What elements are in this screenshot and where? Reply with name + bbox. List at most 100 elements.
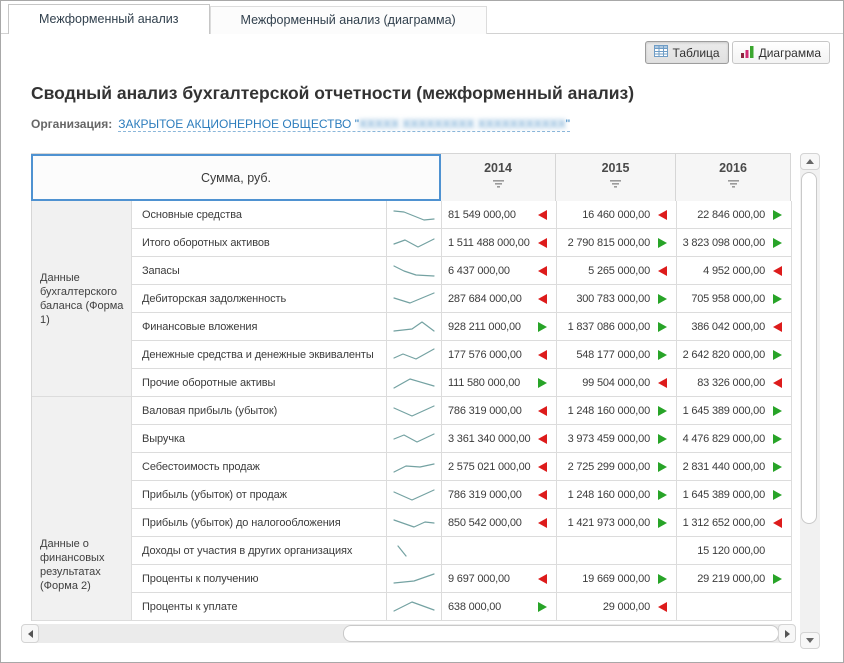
metric-label: Прибыль (убыток) до налогообложения — [132, 509, 387, 537]
column-header-2015[interactable]: 2015 — [556, 154, 676, 201]
metric-label: Итого оборотных активов — [132, 229, 387, 257]
arrow-left-icon — [27, 629, 33, 638]
trend-up-icon — [658, 237, 667, 248]
table-view-label: Таблица — [672, 45, 720, 60]
trend-down-icon — [538, 489, 547, 500]
trend-down-icon — [538, 237, 547, 248]
filter-icon[interactable] — [727, 179, 740, 188]
value-cell-2015: 29 000,00 — [557, 593, 677, 621]
value-text: 2 831 440 000,00 — [682, 460, 766, 473]
sparkline — [387, 481, 442, 509]
value-text: 1 645 389 000,00 — [682, 488, 766, 501]
horizontal-scrollbar[interactable] — [21, 624, 796, 643]
table-icon — [653, 45, 668, 60]
value-cell-2014: 6 437 000,00 — [442, 257, 557, 285]
value-cell-2016: 15 120 000,00 — [677, 537, 792, 565]
chart-view-button[interactable]: Диаграмма — [731, 41, 830, 64]
trend-down-icon — [773, 265, 782, 276]
value-text: 3 973 459 000,00 — [567, 432, 651, 445]
sum-rub-header-cell[interactable]: Сумма, руб. — [31, 154, 441, 201]
trend-up-icon — [773, 349, 782, 360]
vertical-scrollbar[interactable] — [800, 153, 820, 649]
value-cell-2014: 638 000,00 — [442, 593, 557, 621]
column-header-2016[interactable]: 2016 — [676, 154, 791, 201]
value-text: 1 248 160 000,00 — [567, 488, 651, 501]
organization-name-close-quote: " — [565, 117, 571, 131]
trend-down-icon — [538, 265, 547, 276]
arrow-up-icon — [806, 159, 814, 164]
table-view-button[interactable]: Таблица — [644, 41, 729, 64]
trend-down-icon — [538, 349, 547, 360]
row-group-cell: Данные о финансовых результатах (Форма 2… — [32, 397, 132, 621]
value-cell-2015: 2 725 299 000,00 — [557, 453, 677, 481]
trend-down-icon — [658, 377, 667, 388]
value-cell-2016: 4 952 000,00 — [677, 257, 792, 285]
scroll-left-button[interactable] — [21, 624, 39, 643]
trend-up-icon — [658, 293, 667, 304]
metric-label: Проценты к получению — [132, 565, 387, 593]
value-text: 6 437 000,00 — [448, 264, 510, 277]
value-text: 2 642 820 000,00 — [682, 348, 766, 361]
value-cell-2015: 1 421 973 000,00 — [557, 509, 677, 537]
scroll-up-button[interactable] — [800, 153, 820, 170]
metric-label: Прибыль (убыток) от продаж — [132, 481, 387, 509]
trend-down-icon — [538, 405, 547, 416]
view-toggle-group: Таблица Диаграмма — [644, 41, 830, 64]
scroll-down-button[interactable] — [800, 632, 820, 649]
value-text: 2 790 815 000,00 — [567, 236, 651, 249]
sparkline — [387, 229, 442, 257]
value-cell-2016: 22 846 000,00 — [677, 201, 792, 229]
filter-icon[interactable] — [609, 179, 622, 188]
data-grid: Данные бухгалтерского баланса (Форма 1) О… — [31, 201, 792, 621]
value-text: 1 312 652 000,00 — [682, 516, 766, 529]
scroll-right-button[interactable] — [778, 624, 796, 643]
value-cell-2014: 786 319 000,00 — [442, 481, 557, 509]
row-group-cell: Данные бухгалтерского баланса (Форма 1) — [32, 201, 132, 397]
filter-icon[interactable] — [492, 179, 505, 188]
column-header-2014[interactable]: 2014 — [441, 154, 556, 201]
value-text: 928 211 000,00 — [448, 320, 521, 333]
value-text: 111 580 000,00 — [448, 376, 521, 389]
value-text: 1 837 086 000,00 — [567, 320, 651, 333]
value-text: 177 576 000,00 — [448, 348, 522, 361]
value-cell-2015: 99 504 000,00 — [557, 369, 677, 397]
sparkline — [387, 341, 442, 369]
value-cell-2016: 705 958 000,00 — [677, 285, 792, 313]
trend-down-icon — [773, 377, 782, 388]
trend-up-icon — [658, 349, 667, 360]
page-title: Сводный анализ бухгалтерской отчетности … — [31, 83, 635, 103]
value-text: 29 219 000,00 — [697, 572, 765, 585]
value-cell-2016: 1 645 389 000,00 — [677, 481, 792, 509]
value-text: 786 319 000,00 — [448, 488, 522, 501]
value-cell-2014 — [442, 537, 557, 565]
value-cell-2014: 81 549 000,00 — [442, 201, 557, 229]
year-label: 2015 — [601, 161, 630, 175]
trend-down-icon — [538, 461, 547, 472]
value-text: 1 645 389 000,00 — [682, 404, 766, 417]
arrow-right-icon — [784, 629, 790, 638]
trend-down-icon — [658, 209, 667, 220]
value-cell-2015: 16 460 000,00 — [557, 201, 677, 229]
metric-label: Проценты к уплате — [132, 593, 387, 621]
trend-up-icon — [773, 433, 782, 444]
organization-link[interactable]: ЗАКРЫТОЕ АКЦИОНЕРНОЕ ОБЩЕСТВО "XXXXX XXX… — [118, 117, 571, 132]
value-cell-2015: 5 265 000,00 — [557, 257, 677, 285]
sparkline — [387, 537, 442, 565]
value-text: 1 511 488 000,00 — [448, 236, 530, 249]
value-cell-2015: 19 669 000,00 — [557, 565, 677, 593]
tab-interform-analysis-chart[interactable]: Межформенный анализ (диаграмма) — [209, 6, 487, 34]
horizontal-scrollbar-thumb[interactable] — [343, 625, 779, 642]
sparkline — [387, 397, 442, 425]
value-text: 2 725 299 000,00 — [567, 460, 651, 473]
value-text: 705 958 000,00 — [691, 292, 765, 305]
organization-label: Организация: — [31, 117, 113, 131]
metric-label: Запасы — [132, 257, 387, 285]
value-text: 16 460 000,00 — [582, 208, 650, 221]
value-cell-2016: 2 642 820 000,00 — [677, 341, 792, 369]
value-cell-2014: 786 319 000,00 — [442, 397, 557, 425]
metric-label: Выручка — [132, 425, 387, 453]
tab-interform-analysis[interactable]: Межформенный анализ — [8, 4, 210, 34]
vertical-scrollbar-thumb[interactable] — [801, 172, 817, 524]
value-cell-2015: 3 973 459 000,00 — [557, 425, 677, 453]
sum-rub-header-label: Сумма, руб. — [200, 170, 272, 185]
